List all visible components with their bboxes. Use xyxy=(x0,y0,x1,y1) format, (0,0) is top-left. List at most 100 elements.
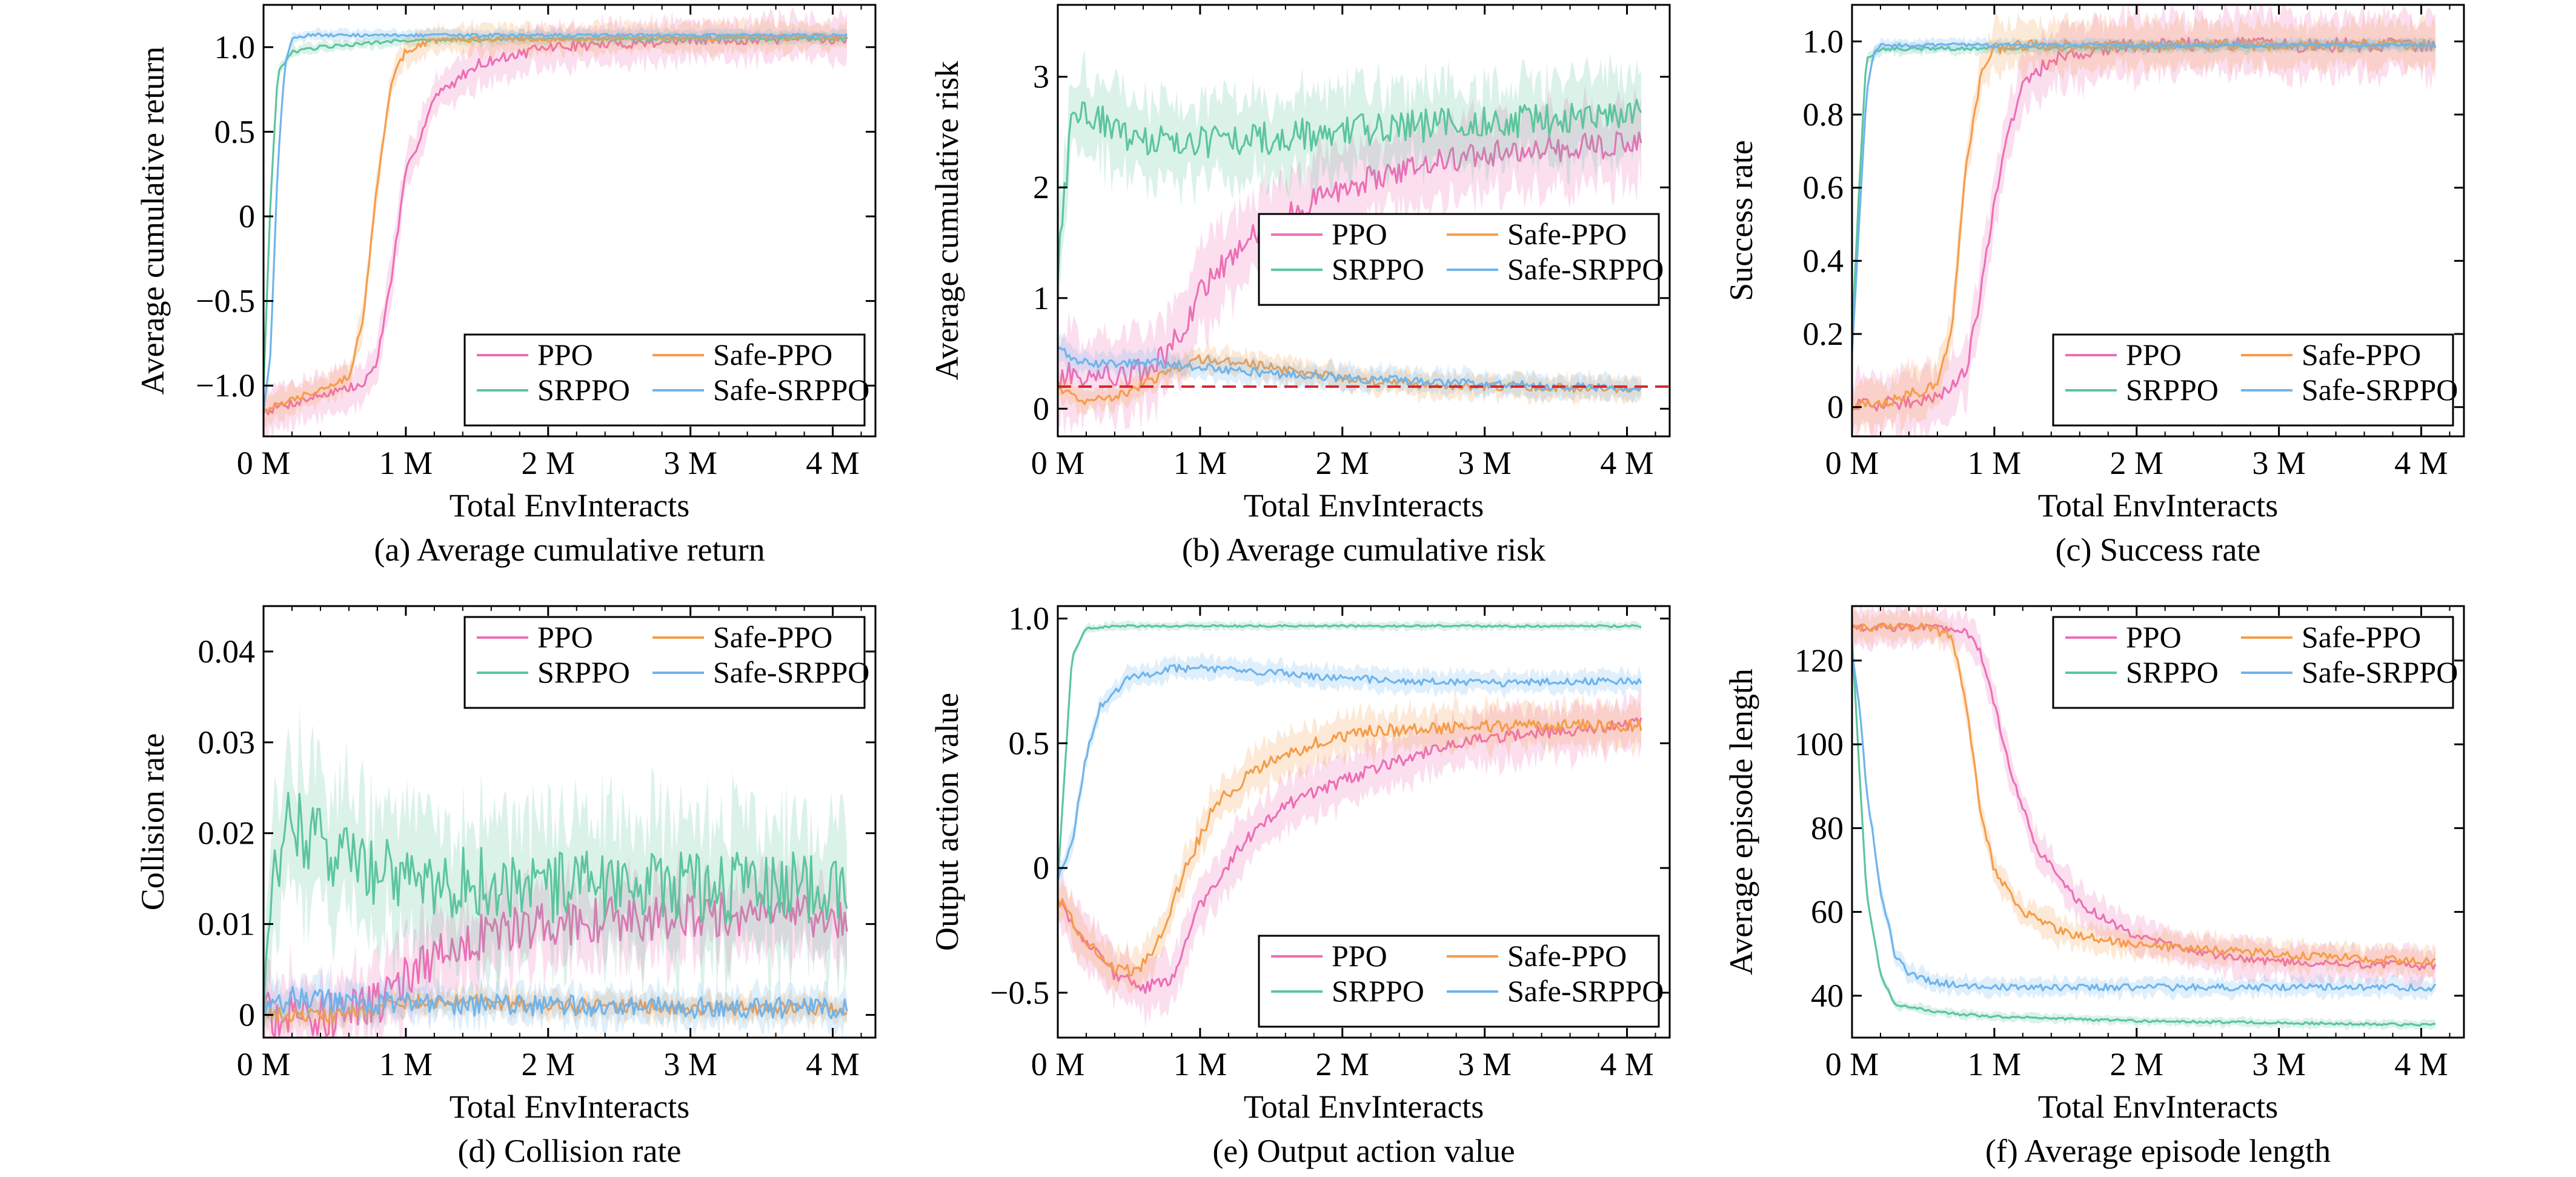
legend-box xyxy=(463,333,866,427)
x-tick-label: 1 M xyxy=(1968,1046,2022,1082)
band-safe-ppo xyxy=(1852,606,2435,981)
x-tick-label: 3 M xyxy=(663,445,717,481)
series-line-safe-ppo xyxy=(264,33,848,414)
legend-item-safe-ppo: Safe-PPO xyxy=(652,338,832,372)
legend-item-safe-ppo: Safe-PPO xyxy=(2241,338,2421,372)
x-tick-label: 4 M xyxy=(806,445,860,481)
panel-caption: (d) Collision rate xyxy=(458,1133,682,1169)
legend-label: Safe-PPO xyxy=(1507,939,1627,973)
legend-item-safe-ppo: Safe-PPO xyxy=(2241,620,2421,654)
plot-area xyxy=(1852,5,2437,436)
x-tick-label: 1 M xyxy=(379,1046,433,1082)
series-line-safe-srppo xyxy=(264,32,848,412)
y-axis-label: Average episode length xyxy=(1723,669,1759,975)
y-axis-label: Average cumulative return xyxy=(134,47,171,395)
legend-item-ppo: PPO xyxy=(1271,939,1387,973)
x-tick-label: 4 M xyxy=(1600,1046,1654,1082)
series-line-srppo xyxy=(1852,639,2436,1027)
legend-box xyxy=(2052,616,2454,709)
series-line-safe-srppo xyxy=(1852,42,2436,353)
series-line-safe-ppo xyxy=(1852,622,2436,966)
y-tick-label: 0.4 xyxy=(1803,242,1844,279)
x-tick-label: 3 M xyxy=(1458,445,1512,481)
legend-item-ppo: PPO xyxy=(477,620,593,654)
x-axis-label: Total EnvInteracts xyxy=(450,487,690,524)
y-tick-label: 0 xyxy=(1033,390,1049,427)
y-tick-label: 1.0 xyxy=(1803,23,1844,59)
plot-area xyxy=(1852,606,2437,1030)
panel-caption: (f) Average episode length xyxy=(1985,1133,2331,1169)
plot-frame xyxy=(262,605,877,1039)
y-tick-label: −0.5 xyxy=(990,975,1049,1011)
legend-item-srppo: SRPPO xyxy=(477,655,630,689)
y-tick-label: 0 xyxy=(1827,389,1844,425)
legend-box xyxy=(463,616,866,709)
plot-area xyxy=(1058,50,1670,436)
series-line-ppo xyxy=(1058,717,1642,995)
y-tick-label: 1.0 xyxy=(214,29,256,65)
band-safe-ppo xyxy=(264,980,847,1036)
series-line-srppo xyxy=(1852,42,2436,335)
legend-label: Safe-PPO xyxy=(713,338,832,372)
legend-label: SRPPO xyxy=(2126,373,2219,407)
legend-label: PPO xyxy=(537,338,593,372)
y-tick-label: 0.03 xyxy=(198,724,256,761)
band-ppo xyxy=(264,7,847,436)
legend-label: SRPPO xyxy=(1332,252,1424,286)
y-axis-label: Collision rate xyxy=(134,733,171,910)
y-axis-label: Success rate xyxy=(1723,140,1759,301)
legend-item-srppo: SRPPO xyxy=(2065,373,2219,407)
x-tick-label: 0 M xyxy=(237,1046,291,1082)
x-tick-label: 2 M xyxy=(1316,445,1370,481)
plot-frame xyxy=(1851,605,2465,1039)
x-tick-label: 1 M xyxy=(379,445,433,481)
x-tick-label: 3 M xyxy=(2252,1046,2306,1082)
x-axis-label: Total EnvInteracts xyxy=(1244,1089,1484,1125)
series-line-safe-srppo xyxy=(1058,346,1642,393)
legend-label: Safe-SRPPO xyxy=(1507,974,1664,1008)
legend-label: PPO xyxy=(1332,939,1387,973)
y-axis-label: Output action value xyxy=(929,693,965,951)
y-tick-label: 3 xyxy=(1033,59,1049,95)
x-tick-label: 3 M xyxy=(663,1046,717,1082)
x-axis-label: Total EnvInteracts xyxy=(2038,1089,2279,1125)
legend-label: Safe-PPO xyxy=(1507,217,1627,251)
y-tick-label: 80 xyxy=(1811,810,1844,846)
y-axis-label: Average cumulative risk xyxy=(929,61,965,381)
x-tick-label: 4 M xyxy=(2394,1046,2448,1082)
legend-item-safe-srppo: Safe-SRPPO xyxy=(652,655,869,689)
panel-caption: (e) Output action value xyxy=(1212,1133,1515,1169)
x-tick-label: 4 M xyxy=(806,1046,860,1082)
panel-caption: (a) Average cumulative return xyxy=(374,532,765,568)
x-tick-label: 3 M xyxy=(1458,1046,1512,1082)
chart-panel-4: 0 M 1 M 2 M 3 M 4 M 0 0.01 0.02 0.03 0.04 Total En… xyxy=(134,605,877,1169)
legend-label: Safe-SRPPO xyxy=(713,655,869,689)
x-tick-label: 2 M xyxy=(522,445,576,481)
legend-item-safe-ppo: Safe-PPO xyxy=(1447,217,1627,251)
series-line-ppo xyxy=(264,892,848,1038)
y-tick-label: 120 xyxy=(1794,642,1844,679)
legend-item-srppo: SRPPO xyxy=(1271,974,1424,1008)
legend-item-safe-srppo: Safe-SRPPO xyxy=(652,373,869,407)
y-tick-label: 0.5 xyxy=(1009,725,1050,761)
legend-label: SRPPO xyxy=(537,373,630,407)
x-axis-label: Total EnvInteracts xyxy=(1244,487,1484,524)
y-tick-label: 1 xyxy=(1033,280,1049,316)
legend-box xyxy=(1258,935,1660,1028)
legend-item-safe-srppo: Safe-SRPPO xyxy=(2241,655,2458,689)
legend-item-ppo: PPO xyxy=(1271,217,1387,251)
y-tick-label: 0.02 xyxy=(198,815,256,852)
legend-label: Safe-SRPPO xyxy=(2302,373,2458,407)
x-tick-label: 1 M xyxy=(1968,445,2022,481)
legend-box xyxy=(1258,213,1660,306)
legend-item-safe-ppo: Safe-PPO xyxy=(652,620,832,654)
y-tick-label: −1.0 xyxy=(196,367,255,404)
band-srppo xyxy=(1058,50,1641,335)
series-line-srppo xyxy=(264,792,848,1025)
y-tick-label: 40 xyxy=(1811,978,1844,1014)
